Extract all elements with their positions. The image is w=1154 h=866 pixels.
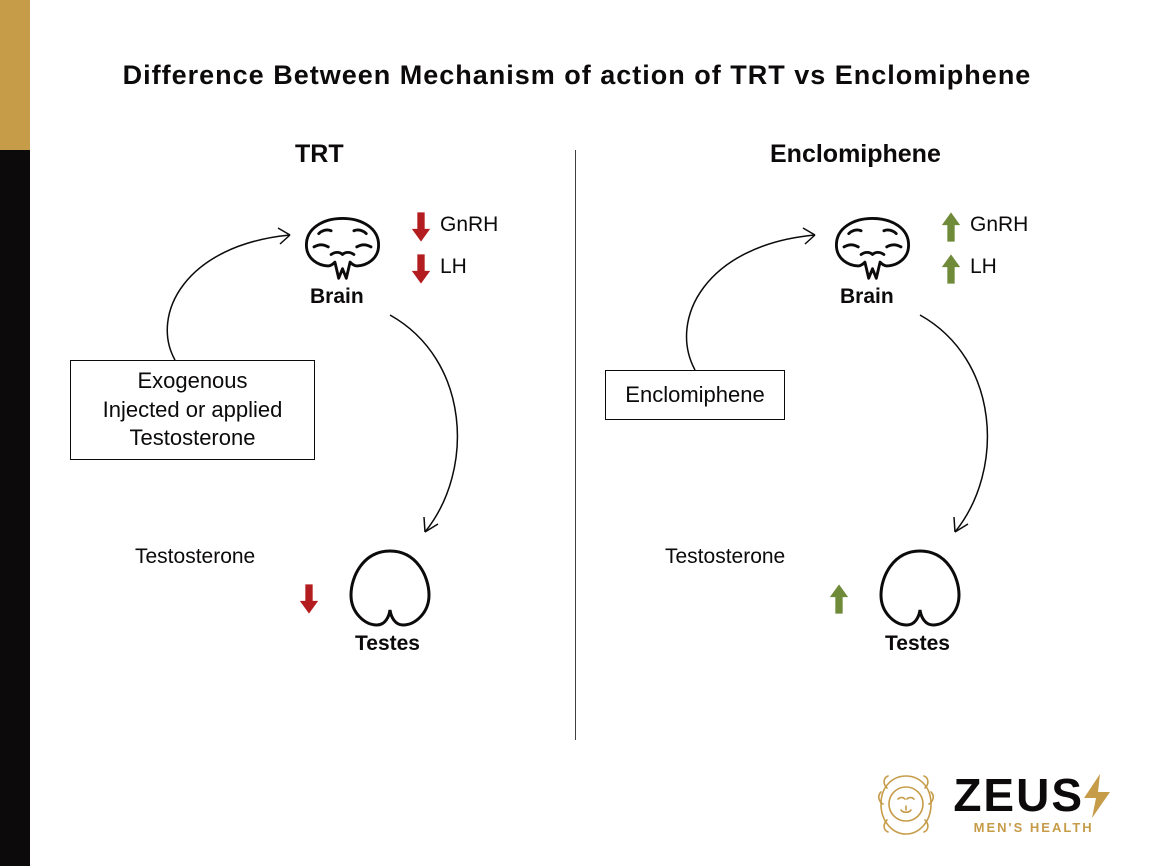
down-arrow-icon bbox=[410, 252, 432, 286]
output-label-left: Testosterone bbox=[135, 545, 255, 569]
logo-text-sub: MEN'S HEALTH bbox=[953, 820, 1114, 835]
hormone-label-lh-right: LH bbox=[970, 255, 997, 279]
brain-icon bbox=[295, 205, 390, 285]
flow-arrow-icon bbox=[660, 225, 830, 375]
page-title: Difference Between Mechanism of action o… bbox=[0, 60, 1154, 91]
input-box-enclomiphene: Enclomiphene bbox=[605, 370, 785, 420]
brand-logo: ZEUS MEN'S HEALTH bbox=[873, 766, 1114, 841]
output-label-right: Testosterone bbox=[665, 545, 785, 569]
flow-arrow-icon bbox=[900, 310, 1020, 540]
brain-label-left: Brain bbox=[310, 285, 364, 309]
input-box-trt: Exogenous Injected or applied Testostero… bbox=[70, 360, 315, 460]
hormone-label-gnrh-left: GnRH bbox=[440, 213, 498, 237]
down-arrow-icon bbox=[410, 210, 432, 244]
logo-text-main: ZEUS bbox=[953, 775, 1084, 816]
flow-arrow-icon bbox=[145, 225, 305, 365]
flow-arrow-icon bbox=[370, 310, 490, 540]
testes-label-right: Testes bbox=[885, 632, 950, 656]
hormone-label-lh-left: LH bbox=[440, 255, 467, 279]
testes-icon bbox=[345, 545, 435, 630]
panel-heading-enclomiphene: Enclomiphene bbox=[770, 140, 941, 169]
down-arrow-icon bbox=[298, 582, 320, 616]
up-arrow-icon bbox=[940, 210, 962, 244]
center-divider bbox=[575, 150, 576, 740]
panel-heading-trt: TRT bbox=[295, 140, 344, 169]
left-accent-black bbox=[0, 150, 30, 866]
hormone-label-gnrh-right: GnRH bbox=[970, 213, 1028, 237]
testes-label-left: Testes bbox=[355, 632, 420, 656]
brain-icon bbox=[825, 205, 920, 285]
lightning-icon bbox=[1080, 772, 1114, 820]
up-arrow-icon bbox=[828, 582, 850, 616]
up-arrow-icon bbox=[940, 252, 962, 286]
brain-label-right: Brain bbox=[840, 285, 894, 309]
testes-icon bbox=[875, 545, 965, 630]
lion-icon bbox=[873, 766, 943, 841]
